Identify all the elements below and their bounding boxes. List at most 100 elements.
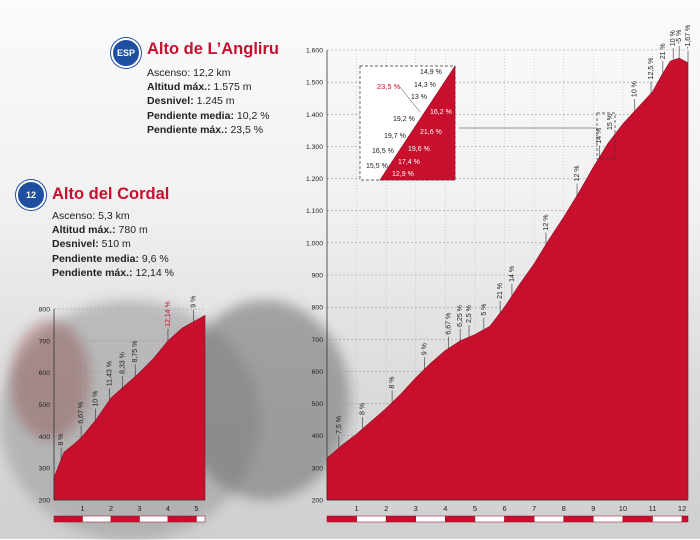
angliru-gradient-label: 12 % xyxy=(543,214,550,230)
inset-gradient-label: 13 % xyxy=(411,94,427,101)
angliru-info: Ascenso: 12,2 km Altitud máx.: 1.575 m D… xyxy=(147,66,270,137)
cordal-xtick-label: 2 xyxy=(109,504,113,513)
cordal-chart: 200 300 400 500 600 700 800 1 2 3 4 5 8 % 6,67 % 10 % 1… xyxy=(39,296,206,523)
inset-gradient-label: 19,6 % xyxy=(408,146,430,153)
cordal-xtick-label: 3 xyxy=(137,504,141,513)
angliru-ytick-label: 1.600 xyxy=(306,48,323,55)
angliru-gradient-label: 9 % xyxy=(422,343,429,355)
cordal-media: 9,6 % xyxy=(141,252,169,265)
angliru-gradient-label: 8 % xyxy=(360,403,367,415)
inset-max-label: 23,5 % xyxy=(377,82,401,91)
cordal-gradient-label: 6,67 % xyxy=(78,402,85,424)
angliru-media-label: Pendiente media: xyxy=(147,109,234,122)
angliru-xtick-label: 8 xyxy=(562,504,566,513)
inset-gradient-label: 19,7 % xyxy=(384,133,406,140)
angliru-ascenso-label: Ascenso: xyxy=(147,67,191,79)
angliru-gradient-label: 12,5 % xyxy=(648,58,655,80)
inset-gradient-label: 16,5 % xyxy=(372,148,394,155)
cordal-ytick-label: 200 xyxy=(39,498,51,505)
angliru-ascenso: 12,2 km xyxy=(193,67,231,79)
angliru-km-segment xyxy=(622,515,653,523)
cordal-gradient-label: 12,14 % xyxy=(165,301,172,327)
angliru-gradient-label: 14 % xyxy=(596,128,603,144)
inset-gradient-label: 15,5 % xyxy=(366,163,388,170)
angliru-ytick-label: 1.000 xyxy=(306,240,323,247)
cordal-title: Alto del Cordal xyxy=(52,185,170,203)
angliru-gradient-label: -1,67 % xyxy=(685,25,692,49)
angliru-desnivel: 1.245 m xyxy=(196,95,235,108)
angliru-gradient-label: 21 % xyxy=(660,43,667,59)
angliru-media: 10,2 % xyxy=(236,109,270,122)
angliru-xtick-label: 2 xyxy=(384,504,388,513)
cordal-xtick-label: 1 xyxy=(80,504,84,513)
cordal-km-segment xyxy=(82,515,112,523)
angliru-desnivel-label: Desnivel: xyxy=(147,95,194,108)
cordal-info: Ascenso: 5,3 km Altitud máx.: 780 m Desn… xyxy=(52,209,174,280)
angliru-altitud: 1.575 m xyxy=(213,81,252,94)
angliru-km-segment xyxy=(356,515,387,523)
angliru-ytick-label: 600 xyxy=(312,369,324,376)
angliru-km-segment xyxy=(681,515,689,523)
angliru-ytick-label: 1.400 xyxy=(306,112,323,119)
angliru-altitud-label: Altitud máx.: xyxy=(147,81,211,94)
angliru-xtick-label: 12 xyxy=(678,504,686,513)
cordal-xtick-label: 5 xyxy=(194,504,198,513)
angliru-chart: 200 300 400 500 600 700 800 900 1.000 1.100 1.200 1… xyxy=(306,25,692,523)
angliru-detail-label: 15 % xyxy=(607,114,614,130)
angliru-xtick-label: 9 xyxy=(591,504,595,513)
angliru-xtick-label: 6 xyxy=(502,504,506,513)
cordal-km-segment xyxy=(53,515,83,523)
angliru-detail-marker xyxy=(596,112,616,160)
angliru-gradient-label: -5 % xyxy=(676,30,683,44)
angliru-gradient-label: 6,67 % xyxy=(445,313,452,335)
cordal-ytick-label: 700 xyxy=(39,338,51,345)
angliru-max-label: Pendiente máx.: xyxy=(147,123,228,136)
cordal-ytick-label: 800 xyxy=(39,307,51,314)
cordal-gradient-label: 9 % xyxy=(191,296,198,308)
angliru-profile-area xyxy=(326,57,689,501)
cordal-max: 12,14 % xyxy=(135,266,174,279)
inset-max-pointer xyxy=(399,86,421,113)
cordal-max-label: Pendiente máx.: xyxy=(52,266,133,279)
angliru-gradient-label: 14 % xyxy=(509,266,516,282)
angliru-xtick-label: 10 xyxy=(619,504,627,513)
angliru-ytick-label: 500 xyxy=(312,401,324,408)
inset-gradient-label: 14,9 % xyxy=(420,69,442,76)
angliru-xtick-label: 4 xyxy=(443,504,447,513)
angliru-gradient-label: 5 % xyxy=(481,304,488,316)
background-jersey xyxy=(10,320,90,440)
cordal-ascenso: 5,3 km xyxy=(98,210,130,222)
inset-gradient-label: 14,3 % xyxy=(414,82,436,89)
angliru-ytick-label: 400 xyxy=(312,433,324,440)
vuelta-badge-icon: ESP xyxy=(111,38,141,68)
cordal-km-segment xyxy=(110,515,140,523)
inset-gradient-label: 21,6 % xyxy=(420,129,442,136)
angliru-ytick-label: 1.100 xyxy=(306,208,323,215)
angliru-max: 23,5 % xyxy=(230,123,264,136)
angliru-ytick-label: 900 xyxy=(312,273,324,280)
cordal-xtick-label: 4 xyxy=(166,504,170,513)
cordal-ascenso-label: Ascenso: xyxy=(52,210,96,222)
cordal-desnivel: 510 m xyxy=(101,238,131,251)
angliru-gradient-label: 6,25 % xyxy=(457,305,464,327)
angliru-gradient-label: 2,5 % xyxy=(466,305,473,323)
cordal-km-segment xyxy=(196,515,206,523)
angliru-xtick-label: 11 xyxy=(649,504,657,513)
angliru-ytick-label: 200 xyxy=(312,498,324,505)
cordal-badge-icon: 12 xyxy=(16,180,46,210)
angliru-ytick-label: 300 xyxy=(312,465,324,472)
angliru-ytick-label: 800 xyxy=(312,305,324,312)
angliru-gradient-label: 21 % xyxy=(497,283,504,299)
cordal-gradient-label: 8,33 % xyxy=(119,352,126,374)
cordal-km-segment xyxy=(167,515,197,523)
cordal-media-label: Pendiente media: xyxy=(52,252,139,265)
angliru-km-segment xyxy=(415,515,446,523)
cordal-gradient-label: 8,75 % xyxy=(132,341,139,363)
inset-gradient-label: 19,2 % xyxy=(393,116,415,123)
cordal-profile-area xyxy=(53,314,206,501)
cordal-km-segment xyxy=(139,515,169,523)
angliru-km-segment xyxy=(385,515,417,523)
angliru-gradient-label: 7,5 % xyxy=(336,416,343,434)
angliru-xtick-label: 1 xyxy=(355,504,359,513)
